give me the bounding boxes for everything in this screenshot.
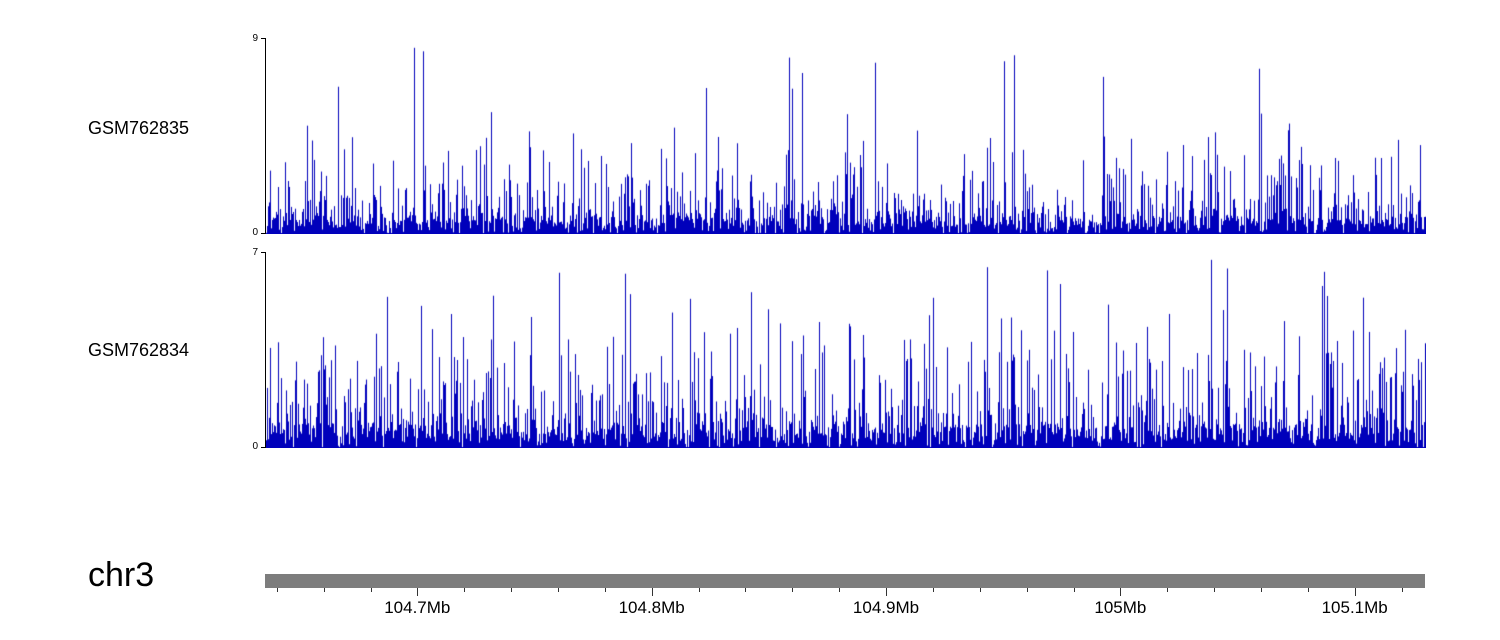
chromosome-label: chr3 xyxy=(88,556,155,594)
y-min-label: 0 xyxy=(252,227,258,238)
coverage-signal-canvas-gsm762835 xyxy=(266,38,1426,234)
ruler-minor-tick xyxy=(839,588,841,592)
ruler-tick-label: 104.8Mb xyxy=(618,598,685,617)
y-max-label: 9 xyxy=(252,33,258,44)
ruler-tick-label: 104.7Mb xyxy=(384,598,451,617)
ruler-minor-tick xyxy=(1073,588,1075,592)
ruler-minor-tick xyxy=(698,588,700,592)
y-min-label: 0 xyxy=(252,441,258,452)
y-axis-min-tick xyxy=(261,233,266,234)
ruler-tick-label: 105Mb xyxy=(1094,598,1147,617)
ruler-minor-tick xyxy=(323,588,325,592)
ruler-minor-tick xyxy=(276,588,278,592)
ruler-minor-tick xyxy=(1261,588,1262,592)
ruler-minor-tick xyxy=(1214,588,1216,592)
coverage-signal-canvas-gsm762834 xyxy=(266,252,1426,448)
ruler-tick-label: 104.9Mb xyxy=(852,598,920,617)
ruler-minor-tick xyxy=(1026,588,1028,592)
ruler-minor-tick xyxy=(932,588,934,592)
y-axis-max-tick xyxy=(261,252,266,253)
ruler-bar xyxy=(265,574,1425,588)
track-plot-gsm762834: 7 0 xyxy=(252,248,1426,452)
ruler-minor-tick xyxy=(1167,588,1169,592)
ruler-major-tick xyxy=(1354,588,1356,596)
ruler-minor-tick xyxy=(604,588,606,592)
ruler-minor-tick xyxy=(511,588,513,592)
ruler-major-tick xyxy=(417,588,419,596)
ruler-major-tick xyxy=(1120,588,1122,596)
ruler-minor-tick xyxy=(745,588,747,592)
ruler-minor-tick xyxy=(979,588,981,592)
ruler-minor-tick xyxy=(464,588,466,592)
track-label-gsm762835: GSM762835 xyxy=(88,118,190,138)
chromosome-ruler: 104.7Mb 104.8Mb 104.9Mb 105Mb 105.1Mb xyxy=(265,574,1425,620)
ruler-major-tick xyxy=(651,588,653,596)
ruler-minor-tick xyxy=(557,588,559,592)
ruler-minor-tick xyxy=(1401,588,1403,592)
track-label-gsm762834: GSM762834 xyxy=(88,340,190,360)
ruler-minor-tick xyxy=(370,588,372,592)
y-max-label: 7 xyxy=(252,247,258,258)
y-axis-max-tick xyxy=(261,38,266,39)
track-plot-gsm762835: 9 0 xyxy=(252,34,1426,238)
ruler-minor-tick xyxy=(792,588,794,592)
y-axis-min-tick xyxy=(261,447,266,448)
ruler-major-tick xyxy=(886,588,887,596)
ruler-minor-tick xyxy=(1307,588,1309,592)
ruler-tick-label: 105.1Mb xyxy=(1321,598,1388,617)
